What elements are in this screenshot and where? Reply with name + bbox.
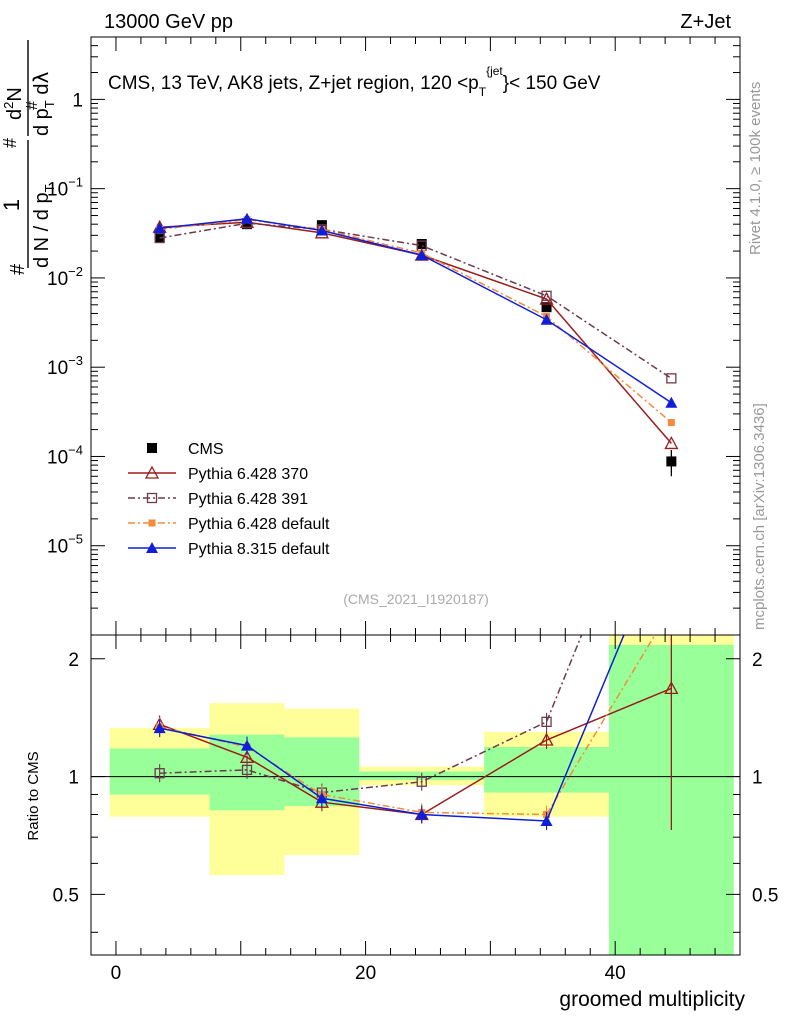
legend-entry: Pythia 6.428 391: [128, 491, 308, 508]
legend-label: Pythia 8.315 default: [188, 541, 330, 558]
mcplots-label: mcplots.cern.ch [arXiv:1306.3436]: [751, 403, 768, 630]
header-right-label: Z+Jet: [680, 11, 731, 33]
main-series-4: [153, 212, 678, 408]
main-ytick-label: 10−1: [47, 175, 83, 201]
main-point: [416, 238, 427, 249]
ratio-ylabel: Ratio to CMS: [25, 751, 42, 840]
ratio-point: [415, 808, 428, 820]
source-label: (CMS_2021_I1920187): [343, 591, 489, 607]
svg-text:1: 1: [0, 199, 24, 211]
ratio-ytick-label-right: 1: [752, 768, 763, 789]
legend-label: Pythia 6.428 370: [188, 466, 308, 483]
main-series-line: [159, 218, 672, 404]
ratio-point: [539, 732, 554, 746]
legend-entry: Pythia 6.428 370: [128, 465, 308, 483]
ratio-ytick-label-right: 0.5: [752, 885, 778, 906]
legend-entry: CMS: [147, 441, 224, 458]
main-point: [541, 290, 552, 301]
main-point: [315, 224, 328, 236]
rivet-version-label: Rivet 4.1.0, ≥ 100k events: [747, 82, 764, 255]
ratio-series-line: [159, 635, 583, 794]
main-series-3: [156, 216, 675, 427]
ratio-point: [241, 739, 254, 751]
legend: CMS Pythia 6.428 370 Pythia 6.428 391 Pythi…: [128, 441, 330, 558]
legend-entry: Pythia 6.428 default: [128, 516, 330, 533]
legend-marker: [144, 465, 160, 479]
main-ytick-label: 10−3: [47, 353, 83, 379]
ratio-xtick-label: 20: [355, 963, 376, 984]
xaxis-label: groomed multiplicity: [559, 988, 745, 1011]
main-ytick-label: 10−4: [47, 442, 83, 468]
main-point: [242, 219, 253, 230]
main-series-0: [154, 219, 677, 477]
legend-marker: [146, 492, 158, 504]
main-point: [241, 212, 254, 224]
ratio-point: [541, 716, 552, 727]
ratio-ytick-label: 1: [68, 768, 79, 789]
main-series-line: [159, 218, 672, 424]
ratio-band-green: [484, 747, 609, 793]
main-series-line: [159, 222, 672, 379]
main-point: [664, 436, 679, 450]
ratio-ytick-label: 0.5: [53, 885, 79, 906]
ratio-series-3: [153, 635, 625, 830]
svg-text:#: #: [7, 263, 29, 275]
main-point: [415, 249, 428, 261]
main-ytick-label: 1: [72, 90, 83, 111]
main-panel: 1 10−1 10−2 10−3 10−4 10−5: [47, 36, 741, 636]
ratio-point: [154, 768, 165, 779]
ratio-ytick-label: 2: [68, 650, 79, 671]
ratio-point: [664, 681, 679, 695]
main-point: [666, 373, 677, 384]
legend-label: CMS: [188, 441, 224, 458]
main-point: [539, 291, 554, 305]
legend-label: Pythia 6.428 default: [188, 516, 330, 533]
main-point: [665, 396, 678, 408]
title-sub: T: [479, 85, 487, 99]
main-ytick-label: 10−5: [47, 532, 83, 558]
ratio-xtick-label: 0: [111, 963, 122, 984]
legend-marker: [146, 542, 158, 553]
main-point: [154, 232, 165, 244]
ratio-point: [416, 776, 427, 787]
main-point: [540, 313, 553, 325]
ratio-panel: 0.5 0.51 12 20 20 40: [53, 634, 778, 984]
legend-entry: Pythia 8.315 default: [128, 541, 330, 558]
title-pre: CMS, 13 TeV, AK8 jets, Z+jet region, 120…: [108, 73, 479, 94]
svg-text:#: #: [0, 138, 20, 148]
svg-text:d2N: d2N: [1, 87, 26, 120]
ratio-frame: [90, 634, 741, 956]
ratio-xtick-label: 40: [605, 963, 626, 984]
main-point: [153, 222, 166, 234]
ratio-series-line: [159, 635, 625, 822]
svg-text:#: #: [24, 101, 41, 110]
chart-title: CMS, 13 TeV, AK8 jets, Z+jet region, 120…: [108, 64, 601, 99]
ratio-point: [153, 722, 166, 734]
main-series-line: [159, 221, 672, 444]
main-point: [541, 302, 552, 313]
legend-marker: [147, 443, 157, 453]
ratio-series-line: [159, 635, 656, 816]
title-post: }< 150 GeV: [503, 73, 601, 94]
ratio-point: [241, 764, 253, 776]
ratio-point: [315, 792, 328, 804]
main-point: [666, 456, 677, 467]
title-sup: {jet: [486, 64, 503, 78]
main-ylabel: # 1 d N / d pT # d2N d pT dλ #: [0, 40, 57, 275]
ratio-point: [540, 814, 553, 826]
svg-text:d N / d pT: d N / d pT: [31, 184, 57, 268]
legend-label: Pythia 6.428 391: [188, 491, 308, 508]
header-left-label: 13000 GeV pp: [104, 11, 233, 33]
ratio-ytick-label-right: 2: [752, 650, 763, 671]
ratio-series-line: [159, 687, 672, 816]
main-ytick-label: 10−2: [47, 264, 83, 290]
legend-marker: [148, 519, 156, 527]
main-point: [667, 419, 675, 427]
